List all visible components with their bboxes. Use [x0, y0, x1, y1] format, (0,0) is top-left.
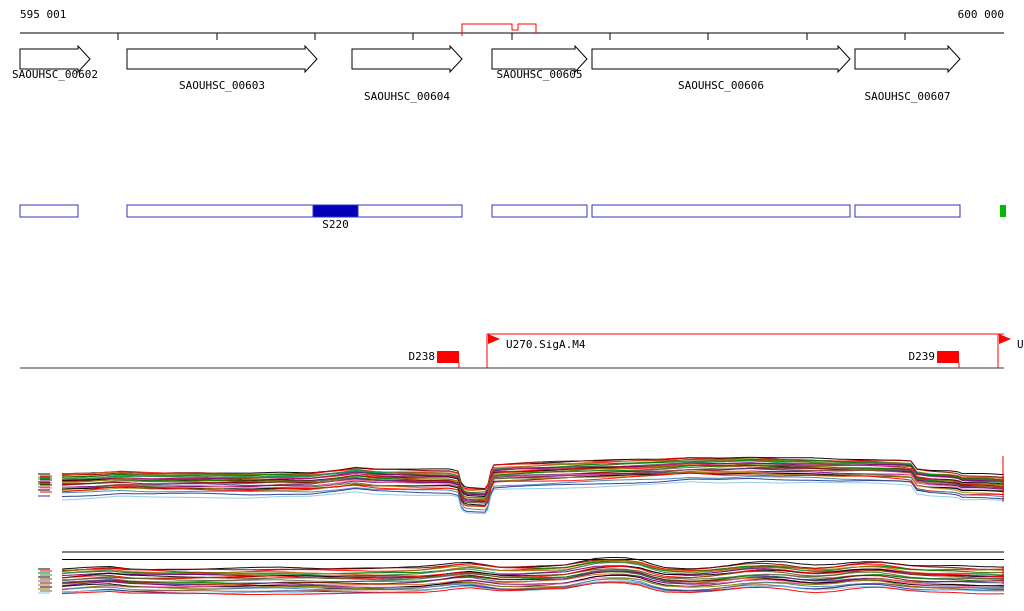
- terminator-box[interactable]: [937, 351, 959, 363]
- gene-arrow[interactable]: [19, 44, 91, 74]
- expression-trace: [61, 477, 1005, 513]
- probe-region[interactable]: [491, 204, 588, 218]
- tss-label: U270.SigA.M4: [506, 338, 586, 351]
- probe-segment-label: S220: [322, 218, 349, 231]
- gene-label: SAOUHSC_00602: [12, 68, 98, 81]
- gene-arrow[interactable]: [854, 44, 961, 74]
- probe-region[interactable]: [591, 204, 851, 218]
- gene-label: SAOUHSC_00607: [864, 90, 950, 103]
- expression-trace: [61, 565, 1005, 578]
- expression-trace: [61, 570, 1005, 586]
- expression-trace: [61, 571, 1004, 584]
- terminator-label: D238: [409, 350, 436, 363]
- probe-segment-highlight[interactable]: [312, 204, 359, 218]
- gene-label: SAOUHSC_00605: [496, 68, 582, 81]
- probe-region[interactable]: [854, 204, 961, 218]
- expression-panel-lower: [38, 551, 1005, 595]
- ruler-selection-marker[interactable]: [461, 23, 537, 36]
- gene-track: SAOUHSC_00602 SAOUHSC_00603 SAOUHSC_00604 S…: [12, 44, 961, 103]
- ruler-track: [20, 23, 1004, 40]
- green-feature-marker[interactable]: [1000, 205, 1006, 217]
- expression-trace: [61, 481, 1005, 515]
- expression-trace: [62, 471, 1005, 507]
- tss-label: U: [1017, 338, 1024, 351]
- expression-trace: [61, 582, 1004, 595]
- expression-trace: [61, 472, 1004, 507]
- gene-arrow[interactable]: [491, 44, 588, 74]
- expression-trace: [61, 580, 1004, 595]
- gene-label: SAOUHSC_00604: [364, 90, 450, 103]
- expression-trace: [61, 566, 1005, 580]
- tss-flag-icon[interactable]: [999, 334, 1011, 344]
- terminator-label: D239: [909, 350, 936, 363]
- terminator-box[interactable]: [437, 351, 459, 363]
- tss-terminator-track: D238 U270.SigA.M4 D239 U: [20, 333, 1024, 369]
- probe-track: S220: [19, 204, 1006, 231]
- expression-panel-upper: [38, 456, 1005, 515]
- gene-arrow[interactable]: [126, 44, 318, 74]
- gene-arrow[interactable]: [351, 44, 463, 74]
- ruler-end-label: 600 000: [958, 8, 1004, 21]
- tss-flag-icon[interactable]: [488, 334, 500, 344]
- expression-trace: [61, 557, 1004, 571]
- gene-arrow[interactable]: [591, 44, 851, 74]
- expression-trace: [61, 569, 1004, 582]
- gene-label: SAOUHSC_00603: [179, 79, 265, 92]
- gene-label: SAOUHSC_00606: [678, 79, 764, 92]
- probe-region[interactable]: [126, 204, 463, 218]
- probe-region[interactable]: [19, 204, 79, 218]
- expression-trace: [61, 476, 1005, 511]
- expression-trace: [61, 573, 1005, 587]
- ruler-start-label: 595 001: [20, 8, 66, 21]
- expression-trace: [61, 568, 1004, 581]
